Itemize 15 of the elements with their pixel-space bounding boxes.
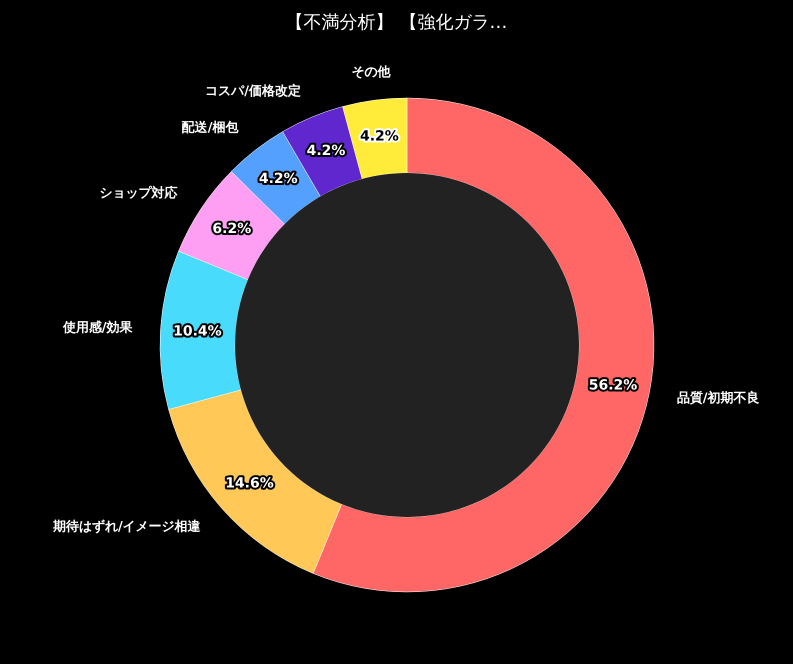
data-label: 4.2% (258, 170, 298, 187)
slice-label: 品質/初期不良 (676, 390, 760, 406)
data-label: 10.4% (173, 324, 222, 340)
slice-label: ショップ対応 (100, 184, 178, 201)
slice-label: 使用感/効果 (62, 319, 134, 336)
slice-label: 配送/梱包 (182, 120, 240, 136)
slice-label: その他 (351, 64, 392, 80)
data-label: 6.2% (212, 220, 252, 237)
data-label: 14.6% (225, 476, 274, 492)
chart-title: 【不満分析】 【強化ガラ… (286, 12, 508, 33)
data-label: 56.2% (588, 377, 638, 394)
slice-label: コスパ/価格改定 (205, 82, 301, 99)
data-label: 4.2% (306, 143, 346, 160)
data-label: 4.2% (360, 128, 399, 145)
slice-label: 期待はずれ/イメージ相違 (52, 518, 202, 534)
